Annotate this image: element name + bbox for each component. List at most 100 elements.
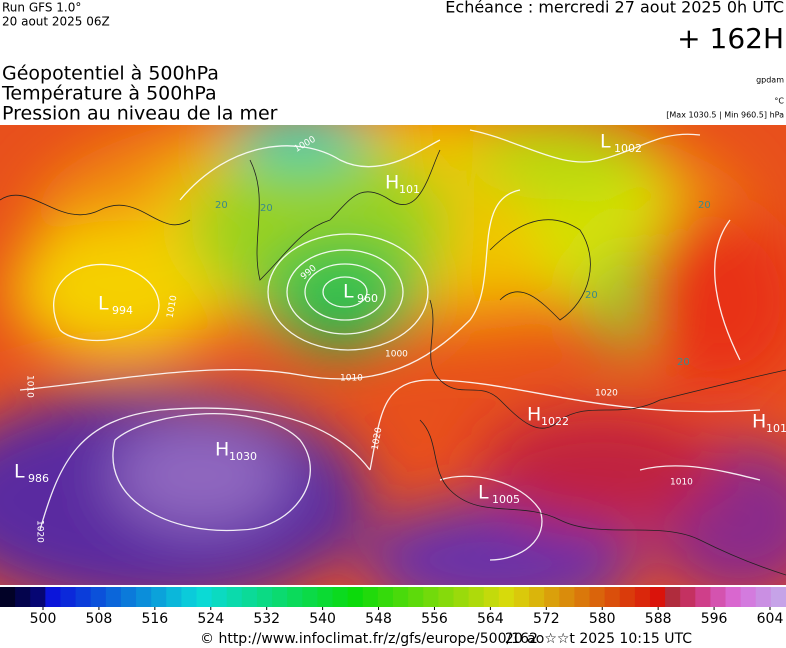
footer-timestamp: 20 ao☆☆t 2025 10:15 UTC <box>505 631 692 647</box>
isobar-label: 1010 <box>670 478 693 488</box>
isobars <box>19 129 761 561</box>
colorbar-swatch <box>241 587 258 607</box>
center-type: H <box>752 411 766 433</box>
colorbar-swatch <box>589 587 606 607</box>
colorbar-swatch <box>755 587 772 607</box>
center-value: 1002 <box>614 142 642 155</box>
colorbar-swatch <box>438 587 454 607</box>
colorbar-swatch <box>45 587 61 607</box>
colorbar-swatch <box>725 587 742 607</box>
center-type: H <box>215 439 229 461</box>
colorbar-swatch <box>287 587 303 607</box>
colorbar-swatch <box>181 587 197 607</box>
colorbar-swatch <box>544 587 560 607</box>
colorbar-swatch <box>75 587 92 607</box>
colorbar-tick-label: 588 <box>645 611 672 627</box>
center-value: 1030 <box>229 450 257 463</box>
center-value: 994 <box>112 304 133 317</box>
colorbar-swatch <box>332 587 349 607</box>
colorbar-swatch <box>105 587 122 607</box>
colorbar-swatch <box>151 587 167 607</box>
colorbar-swatch <box>453 587 470 607</box>
colorbar-swatch <box>15 587 31 607</box>
layer-name: Géopotentiel à 500hPa <box>2 63 219 85</box>
center-value: 101 <box>399 183 420 196</box>
colorbar-swatch <box>196 587 213 607</box>
layer-name: Pression au niveau de la mer <box>2 103 278 125</box>
colorbar-swatch <box>0 587 16 607</box>
colorbar-tick-label: 516 <box>141 611 168 627</box>
unit-label: °C <box>774 97 784 106</box>
center-type: L <box>14 461 25 483</box>
isobar-label: 1020 <box>595 389 618 399</box>
colorbar-swatch <box>468 587 485 607</box>
center-value: 1022 <box>541 415 569 428</box>
colorbar-swatch <box>272 587 288 607</box>
center-type: H <box>527 404 541 426</box>
run-label: Run GFS 1.0° <box>2 1 81 15</box>
colorbar-tick-label: 564 <box>477 611 504 627</box>
colorbar-swatch <box>483 587 500 607</box>
colorbar-swatch <box>362 587 379 607</box>
colorbar-tick-label: 540 <box>309 611 336 627</box>
colorbar-swatch <box>649 587 666 607</box>
colorbar-swatch <box>604 587 621 607</box>
colorbar-swatch <box>408 587 424 607</box>
colorbar-tick-label: 556 <box>421 611 448 627</box>
center-value: 960 <box>357 292 378 305</box>
colorbar-swatch <box>347 587 364 607</box>
colorbar-tick-label: 524 <box>197 611 224 627</box>
colorbar-tick-label: 500 <box>30 611 57 627</box>
colorbar-tick-label: 604 <box>757 611 784 627</box>
colorbar-swatch <box>559 587 575 607</box>
colorbar-swatch <box>166 587 182 607</box>
map-field <box>0 125 786 585</box>
isobar-label: 1010 <box>25 375 35 398</box>
footer-source: © http://www.infoclimat.fr/z/gfs/europe/… <box>200 631 538 647</box>
colorbar-swatch <box>136 587 152 607</box>
isotherm-label: 20 <box>698 200 711 211</box>
colorbar-swatch <box>377 587 394 607</box>
run-date: 20 aout 2025 06Z <box>2 15 110 29</box>
layer-name: Température à 500hPa <box>1 83 217 105</box>
colorbar-swatch <box>256 587 273 607</box>
isotherm-label: 20 <box>677 357 690 368</box>
center-type: L <box>600 131 611 153</box>
colorbar-swatch <box>120 587 137 607</box>
isotherm-label: 20 <box>215 200 228 211</box>
valid-time: Echéance : mercredi 27 aout 2025 0h UTC <box>445 0 784 17</box>
center-value: 986 <box>28 472 49 485</box>
colorbar-swatch <box>317 587 334 607</box>
colorbar-swatch <box>211 587 228 607</box>
colorbar-swatch <box>30 587 46 607</box>
pressure-range: [Max 1030.5 | Min 960.5] hPa <box>666 111 784 120</box>
colorbar-tick-label: 548 <box>365 611 392 627</box>
colorbar-swatch <box>574 587 590 607</box>
unit-label: gpdam <box>756 76 784 85</box>
colorbar-swatch <box>740 587 757 607</box>
colorbar-tick-label: 572 <box>533 611 560 627</box>
center-type: L <box>343 281 354 303</box>
colorbar-swatch <box>513 587 530 607</box>
center-type: L <box>478 482 489 504</box>
colorbar-swatch <box>695 587 711 607</box>
colorbar-tick-label: 596 <box>701 611 728 627</box>
center-type: H <box>385 172 399 194</box>
colorbar-tick-label: 580 <box>589 611 616 627</box>
colorbar-tick-label: 508 <box>86 611 113 627</box>
colorbar-swatch <box>770 587 786 607</box>
center-value: 1018 <box>766 422 786 435</box>
colorbar-swatch <box>619 587 636 607</box>
isobar-label: 1010 <box>166 294 180 319</box>
colorbar-swatch <box>498 587 515 607</box>
colorbar-tick-label: 532 <box>253 611 280 627</box>
colorbar-swatch <box>665 587 681 607</box>
isobar-label: 1000 <box>385 350 408 360</box>
colorbar-swatch <box>302 587 318 607</box>
colorbar-swatch <box>60 587 77 607</box>
colorbar-swatch <box>90 587 107 607</box>
isobar-label: 1010 <box>340 374 363 384</box>
center-type: L <box>98 293 109 315</box>
